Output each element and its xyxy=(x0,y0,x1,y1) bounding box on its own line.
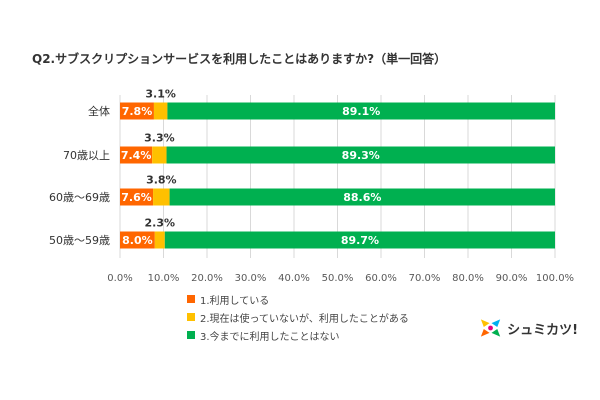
bar-segment xyxy=(153,102,168,120)
bar-segment xyxy=(167,102,556,120)
data-label: 89.3% xyxy=(342,149,380,162)
x-tick-label: 40.0% xyxy=(278,273,310,284)
bar-segment xyxy=(153,188,170,206)
bar-segment xyxy=(169,188,555,206)
x-tick-label: 0.0% xyxy=(107,273,132,284)
legend-label-1: 1.利用している xyxy=(200,295,270,307)
x-tick-label: 70.0% xyxy=(409,273,441,284)
legend-item-2: 2.現在は使っていないが、利用したことがある xyxy=(187,308,409,326)
x-tick-label: 100.0% xyxy=(536,273,574,284)
y-category-label: 50歳～59歳 xyxy=(49,234,110,247)
bar-segment xyxy=(154,231,165,249)
logo-text: シュミカツ! xyxy=(507,322,578,338)
legend-item-3: 3.今までに利用したことはない xyxy=(187,326,409,344)
y-category-label: 全体 xyxy=(88,104,110,118)
x-tick-label: 60.0% xyxy=(365,273,397,284)
data-label: 7.8% xyxy=(122,105,153,118)
x-tick-label: 50.0% xyxy=(322,273,354,284)
legend-item-1: 1.利用している xyxy=(187,290,409,308)
data-label: 88.6% xyxy=(343,191,381,204)
bar-segment xyxy=(164,231,555,249)
data-label: 89.7% xyxy=(341,234,379,247)
brand-logo: シュミカツ! xyxy=(478,313,578,343)
chart-title: Q2.サブスクリプションサービスを利用したことはありますか?（単一回答） xyxy=(32,52,447,66)
x-tick-label: 30.0% xyxy=(235,273,267,284)
x-tick-label: 90.0% xyxy=(496,273,528,284)
bar-segment xyxy=(120,102,154,120)
bar-segment xyxy=(120,146,153,164)
data-label: 89.1% xyxy=(342,105,380,118)
bar-segment xyxy=(152,146,167,164)
bar-segment xyxy=(120,231,155,249)
bar-segment xyxy=(120,188,154,206)
data-label: 8.0% xyxy=(122,234,153,247)
logo-icon xyxy=(480,319,501,337)
legend-label-3: 3.今までに利用したことはない xyxy=(200,331,340,343)
data-label: 3.1% xyxy=(145,88,176,101)
y-category-label: 60歳～69歳 xyxy=(49,191,110,204)
bar-segment xyxy=(166,146,556,164)
x-tick-label: 20.0% xyxy=(191,273,223,284)
legend-swatch-1 xyxy=(187,295,195,303)
legend-swatch-3 xyxy=(187,331,195,339)
x-tick-label: 10.0% xyxy=(148,273,180,284)
legend-label-2: 2.現在は使っていないが、利用したことがある xyxy=(200,313,409,325)
chart-legend: 1.利用している 2.現在は使っていないが、利用したことがある 3.今までに利用… xyxy=(187,290,409,344)
legend-swatch-2 xyxy=(187,313,195,321)
x-tick-label: 80.0% xyxy=(452,273,484,284)
data-label: 2.3% xyxy=(145,217,176,230)
data-label: 3.8% xyxy=(146,174,177,187)
data-label: 3.3% xyxy=(144,132,175,145)
y-category-label: 70歳以上 xyxy=(63,149,110,162)
data-label: 7.6% xyxy=(121,191,152,204)
data-label: 7.4% xyxy=(121,149,152,162)
